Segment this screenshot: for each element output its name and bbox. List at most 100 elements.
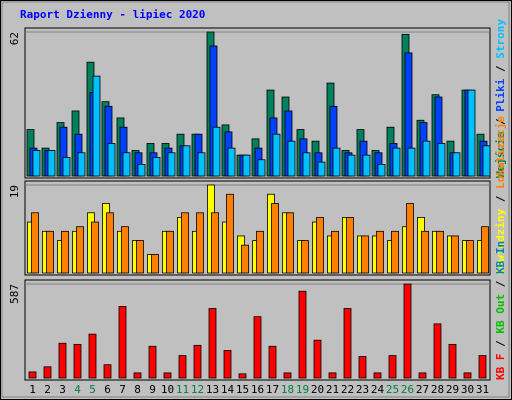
bar xyxy=(346,217,354,274)
x-tick-label: 27 xyxy=(416,383,429,396)
bar xyxy=(28,371,37,379)
x-tick-label: 10 xyxy=(161,383,174,396)
bar xyxy=(376,230,384,274)
x-tick-label: 20 xyxy=(311,383,324,396)
bar xyxy=(388,355,397,379)
bar xyxy=(163,372,172,379)
bar xyxy=(452,152,461,177)
bar xyxy=(32,150,41,177)
bar xyxy=(287,140,296,177)
x-tick-label: 15 xyxy=(236,383,249,396)
legend-entry: KB In xyxy=(494,241,507,274)
x-tick-label: 19 xyxy=(296,383,309,396)
bar xyxy=(418,372,427,379)
bar xyxy=(197,152,206,177)
bar xyxy=(77,152,86,177)
bar xyxy=(403,283,412,379)
bar xyxy=(181,212,189,274)
bar xyxy=(92,75,101,177)
x-tick-label: 29 xyxy=(446,383,459,396)
x-tick-label: 6 xyxy=(104,383,111,396)
bar xyxy=(226,193,234,274)
bar xyxy=(391,230,399,274)
bar xyxy=(332,147,341,177)
bar xyxy=(377,163,386,177)
x-tick-label: 16 xyxy=(251,383,264,396)
y-tick-label: 62 xyxy=(8,32,21,45)
bar xyxy=(121,226,129,274)
legend-separator: / xyxy=(494,340,507,347)
bar xyxy=(76,226,84,274)
bar xyxy=(302,152,311,177)
bar xyxy=(166,230,174,274)
x-tick-label: 14 xyxy=(221,383,235,396)
bar xyxy=(272,133,281,177)
bar xyxy=(433,323,442,379)
legend-entry: Pliki xyxy=(494,78,507,111)
bar xyxy=(253,316,262,379)
bar xyxy=(406,203,414,274)
legend-entry: KB Out xyxy=(494,294,507,334)
x-tick-label: 30 xyxy=(461,383,474,396)
bar xyxy=(242,154,251,177)
bar xyxy=(241,244,249,274)
x-tick-label: 31 xyxy=(476,383,489,396)
bar xyxy=(343,308,352,379)
x-tick-label: 23 xyxy=(356,383,369,396)
x-tick-label: 26 xyxy=(401,383,414,396)
bar xyxy=(208,308,217,379)
bar xyxy=(46,230,54,274)
bar xyxy=(103,364,112,379)
bar xyxy=(347,154,356,177)
bar xyxy=(61,230,69,274)
bar xyxy=(271,203,279,274)
x-tick-label: 22 xyxy=(341,383,354,396)
x-tick-label: 7 xyxy=(119,383,126,396)
bar xyxy=(362,154,371,177)
x-tick-label: 25 xyxy=(386,383,399,396)
y-tick-label: 587 xyxy=(8,284,21,304)
x-tick-label: 1 xyxy=(29,383,36,396)
bar xyxy=(137,163,146,177)
bar xyxy=(62,157,71,177)
bar xyxy=(451,235,459,274)
legend-separator: / xyxy=(494,65,507,72)
bar xyxy=(358,356,367,379)
bar xyxy=(106,212,114,274)
x-tick-label: 11 xyxy=(176,383,189,396)
bar xyxy=(478,355,487,379)
legend-entry: Wejścia xyxy=(494,132,507,178)
bar xyxy=(227,147,236,177)
x-tick-label: 3 xyxy=(59,383,66,396)
bar xyxy=(58,342,67,379)
bar xyxy=(437,143,446,177)
x-tick-label: 8 xyxy=(134,383,141,396)
bar xyxy=(317,161,326,177)
bar xyxy=(463,372,472,379)
bar xyxy=(316,217,324,274)
legend-entry: KB F xyxy=(494,354,507,381)
bar xyxy=(136,240,144,274)
bar xyxy=(286,212,294,274)
bar xyxy=(118,306,127,379)
bar xyxy=(148,345,157,379)
bar xyxy=(107,143,116,177)
bar xyxy=(361,235,369,274)
bar xyxy=(223,350,232,379)
x-tick-label: 18 xyxy=(281,383,294,396)
legend: Odwiedziny / Lokalizacje xyxy=(494,116,507,275)
bar xyxy=(392,147,401,177)
bar xyxy=(467,89,476,177)
bar xyxy=(178,355,187,379)
y-tick-label: 19 xyxy=(8,185,21,198)
bar xyxy=(482,145,491,177)
legend-separator: / xyxy=(494,118,507,125)
x-tick-label: 5 xyxy=(89,383,96,396)
bar xyxy=(422,140,431,177)
x-tick-label: 4 xyxy=(74,383,81,396)
x-tick-label: 24 xyxy=(371,383,385,396)
legend-entry: Strony xyxy=(494,19,507,59)
legend-entry: Odwiedziny xyxy=(494,208,507,275)
